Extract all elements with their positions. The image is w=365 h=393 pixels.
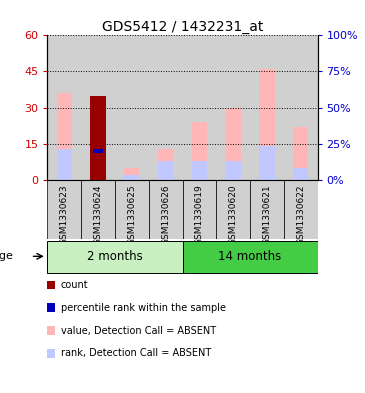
Text: count: count <box>61 280 89 290</box>
Bar <box>182 180 216 239</box>
Bar <box>284 35 318 180</box>
Bar <box>293 168 308 180</box>
Bar <box>149 180 182 239</box>
Bar <box>115 35 149 180</box>
Bar <box>192 122 207 180</box>
Bar <box>115 180 149 239</box>
Bar <box>57 149 72 180</box>
Bar <box>250 35 284 180</box>
Text: GSM1330619: GSM1330619 <box>195 185 204 245</box>
Bar <box>293 127 308 180</box>
Bar <box>226 161 241 180</box>
Bar <box>226 108 241 180</box>
Bar <box>259 146 274 180</box>
Text: 14 months: 14 months <box>218 250 282 263</box>
Bar <box>192 161 207 180</box>
Bar <box>93 149 103 153</box>
Bar <box>182 35 216 180</box>
Bar <box>216 180 250 239</box>
Bar <box>149 35 182 180</box>
Text: percentile rank within the sample: percentile rank within the sample <box>61 303 226 313</box>
Bar <box>81 180 115 239</box>
Bar <box>158 161 173 180</box>
Bar <box>124 168 139 180</box>
Text: GSM1330626: GSM1330626 <box>161 185 170 245</box>
Text: 2 months: 2 months <box>87 250 143 263</box>
Text: GSM1330623: GSM1330623 <box>60 185 69 245</box>
Bar <box>284 180 318 239</box>
Text: rank, Detection Call = ABSENT: rank, Detection Call = ABSENT <box>61 348 211 358</box>
Bar <box>158 149 173 180</box>
Bar <box>47 180 81 239</box>
Text: value, Detection Call = ABSENT: value, Detection Call = ABSENT <box>61 325 216 336</box>
Text: GSM1330620: GSM1330620 <box>228 185 238 245</box>
Text: GSM1330621: GSM1330621 <box>262 185 272 245</box>
Bar <box>250 180 284 239</box>
Bar <box>91 95 106 180</box>
Text: GSM1330625: GSM1330625 <box>127 185 137 245</box>
Text: GSM1330622: GSM1330622 <box>296 185 305 245</box>
Bar <box>216 35 250 180</box>
Text: age: age <box>0 251 14 261</box>
Bar <box>47 241 182 273</box>
Title: GDS5412 / 1432231_at: GDS5412 / 1432231_at <box>102 20 263 34</box>
Bar <box>91 149 106 180</box>
Bar <box>47 35 81 180</box>
Text: GSM1330624: GSM1330624 <box>93 185 103 245</box>
Bar <box>124 175 139 180</box>
Bar <box>259 69 274 180</box>
Bar <box>81 35 115 180</box>
Bar <box>57 93 72 180</box>
Bar <box>182 241 318 273</box>
